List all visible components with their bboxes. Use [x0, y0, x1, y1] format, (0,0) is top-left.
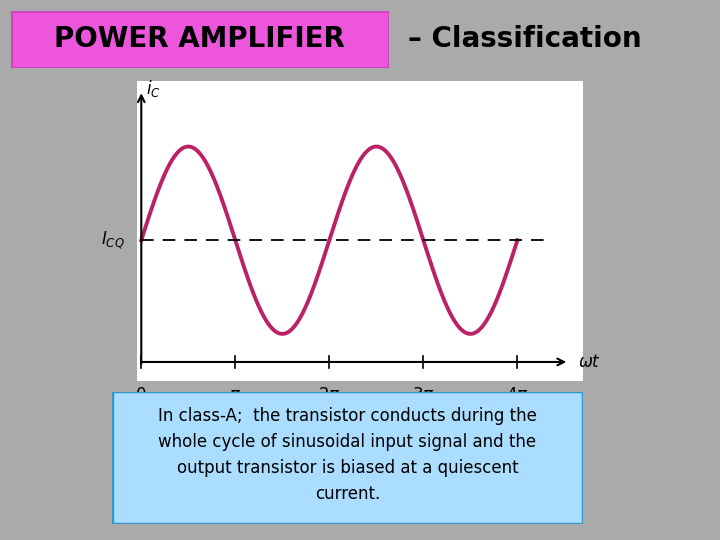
- Text: $i_C$: $i_C$: [145, 78, 161, 99]
- Text: $I_{CQ}$: $I_{CQ}$: [101, 230, 125, 251]
- Text: $\omega t$: $\omega t$: [578, 353, 601, 371]
- Text: POWER AMPLIFIER: POWER AMPLIFIER: [55, 25, 345, 53]
- Text: In class-A;  the transistor conducts during the
whole cycle of sinusoidal input : In class-A; the transistor conducts duri…: [158, 408, 537, 503]
- Text: – Classification: – Classification: [408, 25, 642, 53]
